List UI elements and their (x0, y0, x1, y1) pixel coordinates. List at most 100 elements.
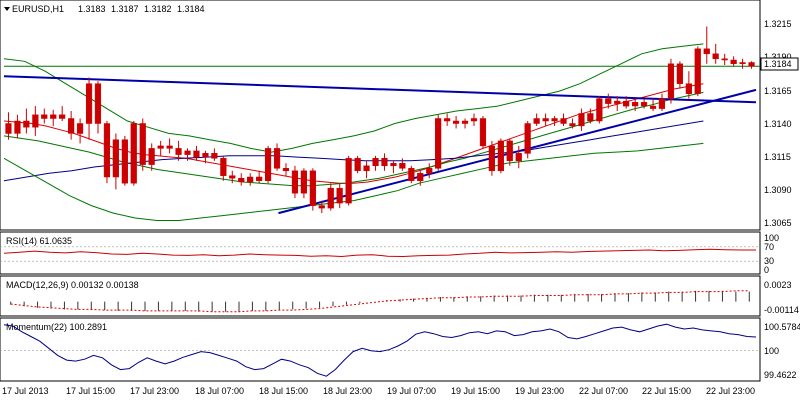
candle-body (220, 158, 227, 176)
ohlc-close: 1.3184 (177, 4, 205, 14)
x-axis-tick: 19 Jul 07:00 (387, 386, 436, 396)
candle-body (426, 168, 433, 174)
x-axis-tick: 17 Jul 23:00 (130, 386, 179, 396)
candle-body (667, 63, 675, 99)
price-tick: 1.3215 (764, 19, 792, 29)
candle-body (318, 205, 325, 209)
price-tick: 1.3065 (764, 218, 792, 228)
price-tick: 1.3140 (764, 119, 792, 129)
candle-body (85, 83, 93, 124)
rsi-tick: 100 (764, 233, 779, 243)
symbol-label: EURUSD,H1 (12, 4, 64, 14)
bb_lower-line (3, 142, 704, 221)
rsi-tick: 0 (764, 265, 769, 275)
x-axis-tick: 18 Jul 07:00 (195, 386, 244, 396)
x-axis-tick: 17 Jul 2013 (2, 386, 49, 396)
candle-body (193, 150, 200, 158)
candle-body (712, 53, 719, 60)
x-axis-tick: 18 Jul 15:00 (259, 386, 308, 396)
ohlc-low: 1.3182 (144, 4, 172, 14)
momentum-panel-frame (0, 317, 761, 382)
candle-body (479, 118, 487, 147)
candle-body (94, 83, 102, 124)
x-axis-tick: 22 Jul 07:00 (579, 386, 628, 396)
momentum-tick: 100 (764, 346, 779, 356)
candle-body (291, 170, 299, 194)
candle-body (497, 140, 504, 172)
candle-body (488, 145, 495, 172)
rsi-label: RSI(14) 61.0635 (6, 236, 72, 246)
candle-body (444, 118, 451, 122)
candle-body (256, 176, 263, 181)
candle-body (336, 187, 343, 204)
momentum-tick: 99.4622 (764, 370, 797, 380)
ohlc-high: 1.3187 (111, 4, 139, 14)
rsi-line (3, 248, 756, 258)
candle-body (390, 163, 397, 167)
candle-body (452, 120, 460, 124)
candle-body (730, 59, 737, 64)
candle-body (461, 120, 469, 124)
candle-body (435, 118, 442, 169)
candle-body (721, 58, 728, 61)
momentum-plot (0, 323, 760, 377)
candle-body (184, 150, 191, 155)
candle-body (112, 139, 119, 178)
dropdown-triangle-icon[interactable] (4, 7, 10, 11)
candle-body (381, 158, 388, 167)
candle-body (14, 120, 21, 134)
ma_blue-line (3, 120, 704, 182)
macd-tick: 0.0023 (764, 280, 792, 290)
candle-body (345, 158, 352, 204)
candle-body (41, 114, 48, 119)
x-axis-tick: 22 Jul 23:00 (706, 386, 755, 396)
x-axis-tick: 22 Jul 15:00 (642, 386, 691, 396)
candle-body (676, 63, 683, 84)
candle-body (148, 148, 155, 165)
momentum-tick: 100.5784 (764, 322, 800, 332)
price-tick: 1.3090 (764, 185, 792, 195)
candle-body (569, 123, 576, 127)
candle-body (157, 145, 164, 149)
x-axis-tick: 19 Jul 23:00 (515, 386, 564, 396)
candle-body (68, 118, 75, 134)
price-tick: 1.3115 (764, 152, 791, 162)
momentum-label: Momentum(22) 100.2891 (6, 322, 107, 332)
candle-body (32, 114, 39, 128)
candle-body (273, 148, 281, 169)
candle-body (596, 98, 603, 122)
candle-body (50, 114, 57, 119)
candle-body (59, 114, 66, 119)
candle-body (399, 163, 406, 169)
candle-body (229, 175, 236, 179)
descending-trendline (3, 75, 757, 104)
macd-tick: -0.00114 (764, 305, 799, 315)
candle-body (166, 145, 173, 149)
rsi-plot (0, 246, 760, 262)
candle-body (354, 158, 361, 171)
candle-body (103, 123, 111, 178)
candle-body (121, 139, 128, 184)
macd-label: MACD(12,26,9) 0.00132 0.00138 (6, 280, 139, 290)
candle-body (533, 118, 540, 124)
candle-body (587, 113, 594, 122)
candle-body (211, 153, 218, 159)
x-axis-tick: 19 Jul 15:00 (451, 386, 500, 396)
candle-body (264, 148, 272, 181)
ma_green-line (3, 91, 704, 187)
candle-body (282, 168, 290, 172)
candle-body (703, 48, 710, 55)
ma_red-line (3, 83, 704, 184)
candle-body (542, 118, 549, 122)
price-panel-frame (0, 0, 761, 231)
candle-body (470, 118, 478, 122)
candle-body (658, 98, 666, 109)
candle-body (408, 168, 415, 181)
candle-body (694, 48, 701, 94)
candle-body (247, 176, 254, 183)
macd-signal-line (10, 290, 750, 313)
candle-body (372, 158, 379, 167)
candle-body (309, 170, 316, 206)
